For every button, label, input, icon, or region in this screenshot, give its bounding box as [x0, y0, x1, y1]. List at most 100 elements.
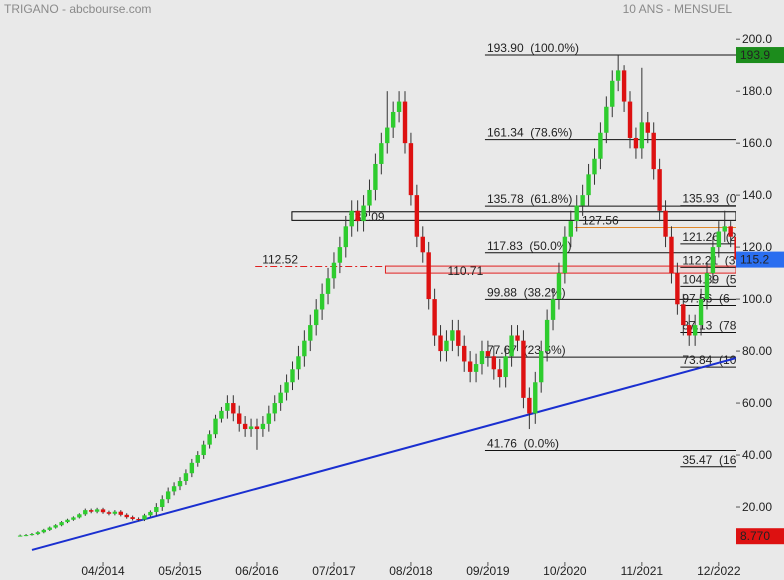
candle-body	[59, 522, 64, 526]
y-tick-label: 40.00	[742, 448, 772, 462]
candle-body	[402, 101, 408, 144]
candle-body	[94, 509, 100, 512]
fib-label: 99.88 (38.2%)	[487, 285, 566, 299]
candle-body	[242, 423, 248, 430]
candle-body	[142, 515, 147, 520]
candle-body	[633, 137, 639, 149]
candle-body	[35, 532, 41, 535]
candle-body	[219, 410, 224, 419]
candle-body	[728, 226, 733, 237]
chart-title: TRIGANO - abcbourse.com	[4, 2, 151, 16]
candle-body	[71, 517, 76, 520]
candle-body	[491, 356, 497, 370]
level-label: 127.56	[582, 213, 619, 227]
plot-area: 193.90 (100.0%) 161.34 (78.6%) 135.78 (61.…	[17, 41, 736, 551]
candle-body	[710, 247, 716, 274]
x-tick-label: 12/2022	[697, 564, 741, 578]
candle-body	[189, 462, 195, 474]
candle-body	[479, 351, 485, 365]
x-tick-label: 08/2018	[389, 564, 433, 578]
y-tick-label: 80.00	[742, 344, 772, 358]
candle-body	[367, 189, 372, 206]
candle-body	[645, 122, 650, 133]
candle-body	[290, 369, 295, 383]
level-label: 112.52	[262, 253, 298, 267]
fib-label: 135.93 (0	[682, 192, 736, 206]
candle-body	[296, 356, 301, 370]
candle-body	[136, 518, 141, 520]
candle-body	[675, 273, 680, 305]
fib-label: 117.83 (50.0%)	[487, 239, 572, 253]
candle-body	[349, 210, 354, 227]
fib-label: 77.67 (23.6%)	[487, 343, 566, 357]
candle-body	[467, 361, 473, 372]
candle-body	[615, 70, 621, 81]
candle-body	[716, 231, 722, 248]
price-tag-label: 115.2	[740, 253, 769, 267]
candle-body	[195, 455, 200, 463]
candle-body	[639, 122, 645, 149]
candle-body	[621, 70, 627, 102]
candle-body	[473, 364, 479, 372]
candle-body	[272, 403, 277, 414]
candle-body	[47, 527, 52, 530]
candle-body	[100, 509, 106, 513]
x-tick-label: 09/2019	[466, 564, 510, 578]
candle-body	[604, 106, 609, 133]
y-tick-label: 200.0	[742, 32, 772, 46]
fib-label: 73.84 (10	[682, 353, 736, 367]
candle-body	[278, 392, 283, 404]
x-tick-label: 06/2016	[235, 564, 279, 578]
candle-body	[681, 304, 686, 326]
candle-body	[538, 351, 544, 383]
candle-body	[550, 299, 556, 320]
candle-body	[225, 403, 230, 411]
candle-body	[65, 519, 70, 523]
candle-body	[325, 278, 331, 294]
candle-body	[432, 299, 437, 336]
candle-body	[302, 340, 307, 357]
candle-body	[610, 80, 615, 107]
candle-body	[254, 426, 260, 430]
candle-body	[687, 325, 692, 336]
candle-body	[248, 426, 254, 430]
candle-body	[17, 535, 23, 537]
candle-body	[355, 210, 360, 222]
x-tick-label: 04/2014	[81, 564, 125, 578]
fib-label: 135.78 (61.8%)	[487, 192, 572, 206]
price-tag	[736, 251, 784, 268]
candle-body	[112, 511, 118, 514]
candle-body	[704, 273, 710, 300]
candle-body	[313, 309, 319, 326]
candle-body	[462, 345, 467, 362]
candle-body	[586, 174, 591, 196]
candle-body	[379, 143, 384, 164]
fib-label: 193.90 (100.0%)	[487, 41, 579, 55]
candle-body	[692, 325, 698, 336]
candle-body	[88, 510, 94, 512]
candle-body	[657, 169, 662, 211]
candle-body	[515, 335, 520, 341]
candle-body	[414, 195, 420, 237]
chart-subtitle: 10 ANS - MENSUEL	[623, 2, 733, 16]
candle-body	[201, 444, 206, 456]
candle-body	[580, 195, 585, 206]
fib-label: 104.89 (5	[682, 272, 736, 286]
candle-body	[438, 335, 443, 352]
candle-body	[308, 325, 313, 341]
candle-body	[497, 369, 502, 378]
candle-body	[331, 262, 337, 279]
fib-label: 121.26 (2	[682, 230, 736, 244]
price-tag-label: 193.9	[740, 48, 770, 62]
candle-body	[130, 517, 135, 519]
candle-body	[361, 205, 366, 222]
x-tick-label: 07/2017	[312, 564, 356, 578]
trendline	[31, 357, 736, 551]
fib-label: 35.47 (16	[682, 453, 736, 467]
candle-body	[284, 382, 289, 393]
fib-label: 41.76 (0.0%)	[487, 436, 559, 450]
candle-body	[734, 236, 736, 260]
y-tick-label: 140.0	[742, 188, 772, 202]
